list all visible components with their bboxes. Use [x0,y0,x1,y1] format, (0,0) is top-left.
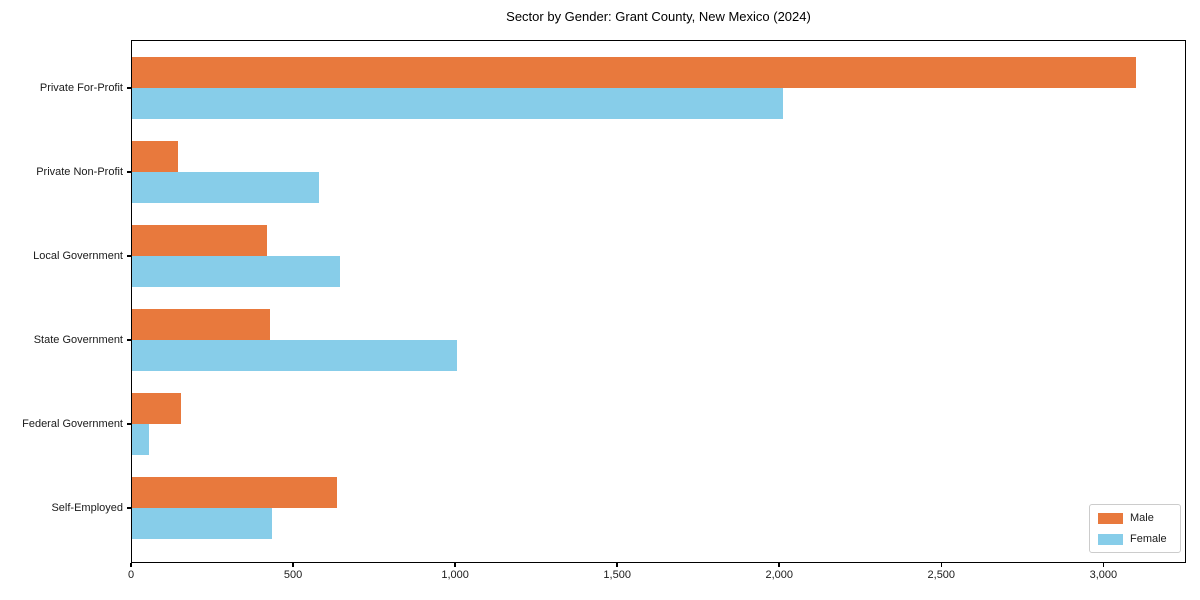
x-tick-mark-500 [292,563,294,567]
x-tick-label-0: 0 [127,569,135,581]
bar-male-private-non-profit [131,141,178,172]
y-tick-mark-self-employed [127,507,131,509]
legend-swatch-male [1098,512,1123,524]
bar-female-federal-government [131,424,149,455]
x-tick-mark-1,000 [454,563,456,567]
x-tick-label-500: 500 [283,569,303,581]
y-tick-mark-private-for-profit [127,87,131,89]
bar-male-self-employed [131,477,337,508]
legend: Male Female [1089,504,1181,553]
x-tick-mark-0 [130,563,132,567]
legend-label-male: Male [1130,512,1154,524]
x-tick-label-2,000: 2,000 [765,569,793,581]
legend-item-female: Female [1098,533,1172,545]
bar-female-private-non-profit [131,172,319,203]
plot-area [131,40,1186,563]
y-tick-label-local-government: Local Government [33,250,123,262]
y-tick-mark-private-non-profit [127,171,131,173]
y-tick-label-state-government: State Government [33,334,123,346]
y-tick-label-federal-government: Federal Government [22,418,123,430]
legend-swatch-female [1098,533,1123,545]
bar-male-federal-government [131,393,182,424]
x-tick-label-3,000: 3,000 [1089,569,1118,581]
bar-female-private-for-profit [131,88,783,119]
x-tick-mark-1,500 [616,563,618,567]
y-tick-label-private-for-profit: Private For-Profit [39,82,123,94]
chart-title: Sector by Gender: Grant County, New Mexi… [506,9,811,24]
bar-male-local-government [131,225,268,256]
bar-female-self-employed [131,508,272,539]
y-tick-label-self-employed: Self-Employed [51,502,123,514]
y-tick-mark-federal-government [127,423,131,425]
x-tick-label-2,500: 2,500 [927,569,956,581]
y-tick-mark-state-government [127,339,131,341]
x-tick-label-1,500: 1,500 [603,569,631,581]
x-tick-mark-2,000 [778,563,780,567]
bar-female-local-government [131,256,341,287]
x-tick-label-1,000: 1,000 [441,569,469,581]
x-tick-mark-3,000 [1102,563,1105,567]
bar-male-state-government [131,309,271,340]
y-tick-mark-local-government [127,255,131,257]
bar-female-state-government [131,340,457,371]
legend-item-male: Male [1098,512,1172,524]
bar-male-private-for-profit [131,57,1136,88]
x-tick-mark-2,500 [940,563,943,567]
legend-label-female: Female [1130,533,1167,545]
y-tick-label-private-non-profit: Private Non-Profit [36,166,123,178]
